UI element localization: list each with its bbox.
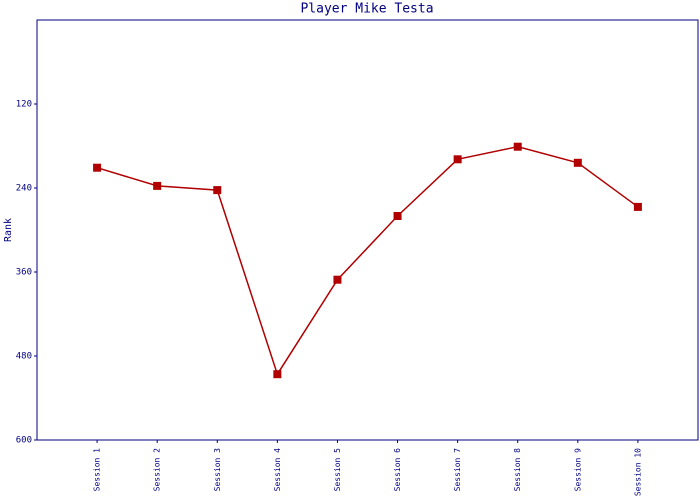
point-marker <box>153 181 162 190</box>
y-axis-label: Rank <box>3 218 14 242</box>
point-marker <box>393 212 402 220</box>
chart-title: Player Mike Testa <box>300 2 433 17</box>
y-tick-label: 360 <box>16 268 32 278</box>
x-tick-label: Session 3 <box>213 448 222 492</box>
point-marker <box>93 163 102 172</box>
series-line <box>96 145 639 376</box>
point-marker <box>333 275 342 284</box>
x-tick-label: Session 4 <box>273 448 282 492</box>
x-tick-label: Session 10 <box>633 448 642 496</box>
x-tick-label: Session 5 <box>333 448 342 492</box>
x-tick-label: Session 7 <box>453 448 462 492</box>
x-tick-label: Session 8 <box>513 448 522 492</box>
point-marker <box>513 142 522 151</box>
point-marker <box>633 202 642 211</box>
y-tick-label: 240 <box>16 184 32 194</box>
point-marker <box>213 186 222 195</box>
point-marker <box>573 158 582 167</box>
x-tick-label: Session 6 <box>393 448 402 492</box>
x-tick-label: Session 9 <box>573 448 582 492</box>
plot-frame <box>36 19 699 441</box>
y-tick-label: 120 <box>16 100 32 110</box>
x-tick-label: Session 1 <box>93 448 102 492</box>
x-tick-label: Session 2 <box>153 448 162 492</box>
y-tick-label: 600 <box>16 436 32 446</box>
point-marker <box>273 370 282 379</box>
point-marker <box>453 155 462 164</box>
y-tick-label: 480 <box>16 352 32 362</box>
